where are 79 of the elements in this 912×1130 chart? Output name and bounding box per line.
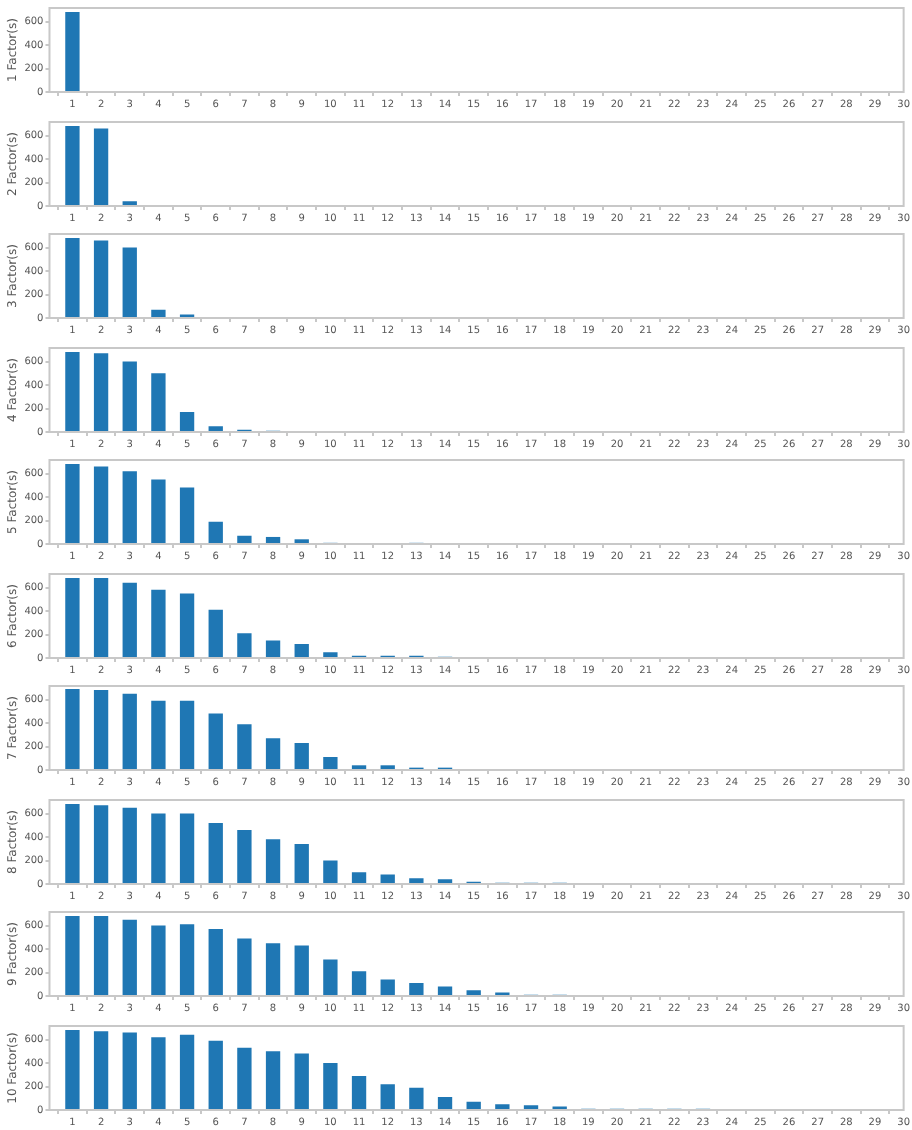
bar: [93, 804, 109, 882]
bar: [265, 738, 281, 769]
bar: [351, 971, 367, 995]
bar: [351, 871, 367, 882]
bar: [208, 929, 223, 995]
bar: [151, 309, 166, 317]
bar: [323, 757, 338, 769]
bar: [122, 919, 137, 995]
bar: [237, 938, 252, 995]
bar: [265, 1050, 281, 1108]
bar: [237, 828, 252, 882]
bar: [122, 247, 137, 317]
bar: [65, 238, 80, 317]
bar: [93, 1030, 109, 1108]
bar: [294, 642, 309, 656]
bar: [179, 1033, 195, 1108]
bar: [93, 352, 109, 430]
bar: [265, 536, 281, 543]
bar: [65, 464, 80, 543]
bar: [265, 639, 281, 656]
bar: [93, 240, 109, 317]
bar: [151, 372, 166, 430]
bar: [93, 127, 109, 204]
bar: [237, 632, 252, 656]
bar: [151, 588, 166, 656]
bar: [437, 1096, 453, 1108]
bar: [65, 577, 80, 656]
bar: [179, 700, 195, 769]
bar: [65, 351, 80, 430]
bar: [208, 521, 223, 543]
bar: [294, 1052, 309, 1108]
bar: [151, 1036, 166, 1108]
bar: [237, 724, 252, 769]
bar: [208, 608, 223, 656]
bar: [179, 924, 195, 995]
bar: [151, 479, 166, 543]
bar: [409, 983, 424, 995]
bar: [208, 821, 223, 882]
bar: [294, 945, 309, 995]
bar: [151, 925, 166, 995]
bar: [351, 1074, 367, 1108]
bar: [294, 742, 309, 769]
bar: [151, 812, 166, 882]
bar: [93, 466, 109, 543]
bar: [265, 838, 281, 882]
bar: [208, 1039, 223, 1108]
bar: [122, 581, 137, 656]
bar: [93, 916, 109, 995]
bar: [151, 700, 166, 769]
bar: [437, 986, 453, 995]
bar: [65, 1029, 80, 1108]
bar: [380, 873, 395, 882]
bar: [323, 959, 338, 995]
bar: [179, 592, 195, 656]
bar: [65, 916, 80, 995]
bar: [208, 713, 223, 769]
bar: [65, 803, 80, 882]
bar: [237, 1046, 252, 1108]
bar: [323, 1062, 338, 1108]
bar: [93, 690, 109, 769]
bar: [122, 806, 137, 882]
bar: [179, 411, 195, 430]
bar: [380, 979, 395, 995]
bar: [380, 1083, 395, 1108]
bar: [122, 693, 137, 769]
bar: [237, 535, 252, 543]
bar: [122, 360, 137, 430]
bar: [65, 688, 80, 769]
bar: [466, 1100, 481, 1108]
bar: [179, 487, 195, 543]
bar: [323, 859, 338, 882]
bar: [93, 577, 109, 656]
bar: [265, 943, 281, 995]
bar: [409, 1086, 424, 1108]
bar: [294, 843, 309, 882]
bar: [122, 471, 137, 543]
bar: [122, 1031, 137, 1108]
bar: [65, 125, 80, 204]
bar: [179, 812, 195, 882]
